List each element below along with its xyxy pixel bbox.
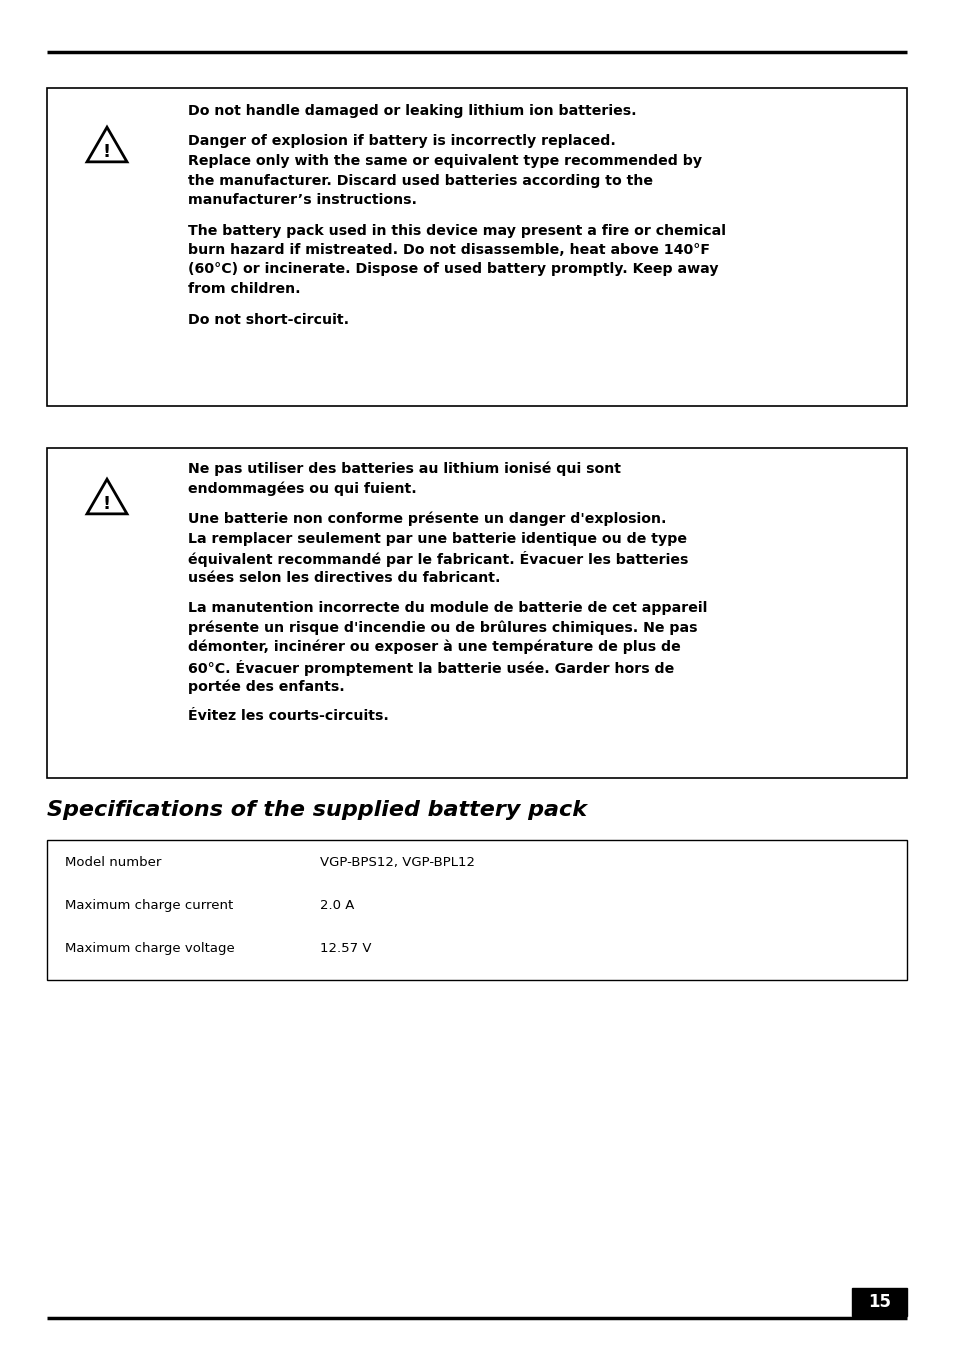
- Bar: [47, 88, 906, 406]
- Text: portée des enfants.: portée des enfants.: [188, 679, 344, 694]
- Text: VGP-BPS12, VGP-BPL12: VGP-BPS12, VGP-BPL12: [319, 856, 475, 869]
- Bar: [851, 1288, 906, 1315]
- Text: Maximum charge voltage: Maximum charge voltage: [65, 942, 234, 955]
- Text: Do not handle damaged or leaking lithium ion batteries.: Do not handle damaged or leaking lithium…: [188, 104, 636, 118]
- Text: Ne pas utiliser des batteries au lithium ionisé qui sont: Ne pas utiliser des batteries au lithium…: [188, 462, 620, 476]
- Text: manufacturer’s instructions.: manufacturer’s instructions.: [188, 193, 416, 207]
- Text: La remplacer seulement par une batterie identique ou de type: La remplacer seulement par une batterie …: [188, 531, 686, 545]
- Text: !: !: [103, 495, 111, 512]
- Text: démonter, incinérer ou exposer à une température de plus de: démonter, incinérer ou exposer à une tem…: [188, 639, 680, 654]
- Text: Model number: Model number: [65, 856, 161, 869]
- Text: burn hazard if mistreated. Do not disassemble, heat above 140°F: burn hazard if mistreated. Do not disass…: [188, 243, 709, 257]
- Text: La manutention incorrecte du module de batterie de cet appareil: La manutention incorrecte du module de b…: [188, 602, 706, 615]
- Text: endommagées ou qui fuient.: endommagées ou qui fuient.: [188, 481, 416, 496]
- Text: Évitez les courts-circuits.: Évitez les courts-circuits.: [188, 710, 389, 723]
- Bar: [47, 448, 906, 777]
- Text: Replace only with the same or equivalent type recommended by: Replace only with the same or equivalent…: [188, 154, 701, 168]
- Text: 15: 15: [867, 1293, 890, 1311]
- Text: usées selon les directives du fabricant.: usées selon les directives du fabricant.: [188, 571, 500, 584]
- Text: 12.57 V: 12.57 V: [319, 942, 371, 955]
- Text: the manufacturer. Discard used batteries according to the: the manufacturer. Discard used batteries…: [188, 173, 652, 188]
- Text: (60°C) or incinerate. Dispose of used battery promptly. Keep away: (60°C) or incinerate. Dispose of used ba…: [188, 262, 718, 277]
- Bar: [47, 840, 906, 980]
- Text: !: !: [103, 143, 111, 161]
- Text: Danger of explosion if battery is incorrectly replaced.: Danger of explosion if battery is incorr…: [188, 134, 616, 149]
- Text: from children.: from children.: [188, 283, 300, 296]
- Text: Maximum charge current: Maximum charge current: [65, 899, 233, 913]
- Text: équivalent recommandé par le fabricant. Évacuer les batteries: équivalent recommandé par le fabricant. …: [188, 552, 688, 566]
- Text: 60°C. Évacuer promptement la batterie usée. Garder hors de: 60°C. Évacuer promptement la batterie us…: [188, 660, 674, 676]
- Text: Une batterie non conforme présente un danger d'explosion.: Une batterie non conforme présente un da…: [188, 512, 666, 526]
- Text: Specifications of the supplied battery pack: Specifications of the supplied battery p…: [47, 800, 586, 821]
- Text: Do not short-circuit.: Do not short-circuit.: [188, 312, 349, 326]
- Text: The battery pack used in this device may present a fire or chemical: The battery pack used in this device may…: [188, 223, 725, 238]
- Text: présente un risque d'incendie ou de brûlures chimiques. Ne pas: présente un risque d'incendie ou de brûl…: [188, 621, 697, 635]
- Text: 2.0 A: 2.0 A: [319, 899, 354, 913]
